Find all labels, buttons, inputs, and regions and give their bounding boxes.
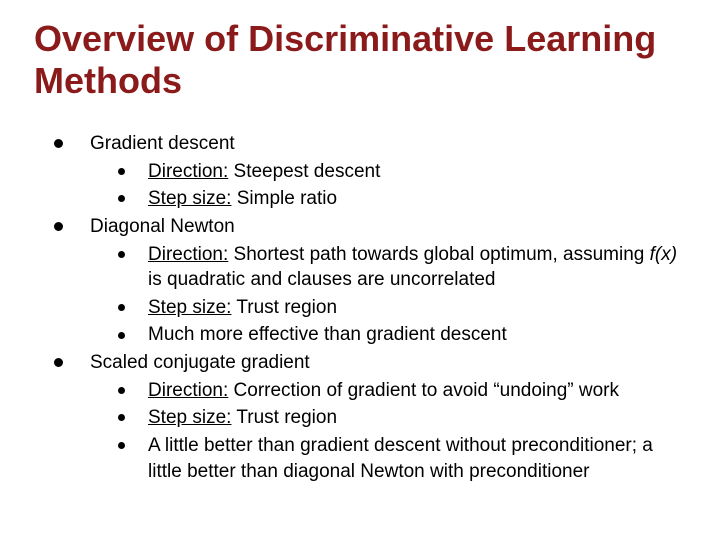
item-text: Correction of gradient to avoid “undoing… [228, 380, 619, 401]
underlined-term: Step size: [148, 297, 231, 318]
underlined-term: Direction: [148, 380, 228, 401]
item-label: Scaled conjugate gradient [90, 352, 310, 373]
item-text: Simple ratio [231, 188, 337, 209]
list-item: A little better than gradient descent wi… [118, 433, 686, 484]
sub-list: Direction: Shortest path towards global … [90, 242, 686, 349]
slide: Overview of Discriminative Learning Meth… [0, 0, 720, 540]
item-text: Trust region [231, 407, 337, 428]
item-text: Trust region [231, 297, 337, 318]
list-item: Gradient descent Direction: Steepest des… [54, 131, 686, 212]
sub-list: Direction: Steepest descent Step size: S… [90, 159, 686, 212]
underlined-term: Direction: [148, 161, 228, 182]
list-item: Scaled conjugate gradient Direction: Cor… [54, 350, 686, 484]
sub-list: Direction: Correction of gradient to avo… [90, 378, 686, 485]
list-item: Direction: Correction of gradient to avo… [118, 378, 686, 404]
item-text: Shortest path towards global optimum, as… [228, 244, 649, 265]
list-item: Direction: Steepest descent [118, 159, 686, 185]
item-text: Much more effective than gradient descen… [148, 324, 507, 345]
bullet-list: Gradient descent Direction: Steepest des… [34, 131, 686, 484]
page-title: Overview of Discriminative Learning Meth… [34, 18, 686, 103]
item-label: Diagonal Newton [90, 216, 235, 237]
item-text: is quadratic and clauses are uncorrelate… [148, 269, 495, 290]
list-item: Much more effective than gradient descen… [118, 322, 686, 348]
list-item: Step size: Trust region [118, 295, 686, 321]
underlined-term: Direction: [148, 244, 228, 265]
item-text: A little better than gradient descent wi… [148, 435, 653, 482]
list-item: Direction: Shortest path towards global … [118, 242, 686, 293]
underlined-term: Step size: [148, 407, 231, 428]
list-item: Step size: Trust region [118, 405, 686, 431]
underlined-term: Step size: [148, 188, 231, 209]
italic-term: f(x) [650, 244, 677, 265]
list-item: Diagonal Newton Direction: Shortest path… [54, 214, 686, 348]
list-item: Step size: Simple ratio [118, 186, 686, 212]
item-text: Steepest descent [228, 161, 380, 182]
item-label: Gradient descent [90, 133, 235, 154]
